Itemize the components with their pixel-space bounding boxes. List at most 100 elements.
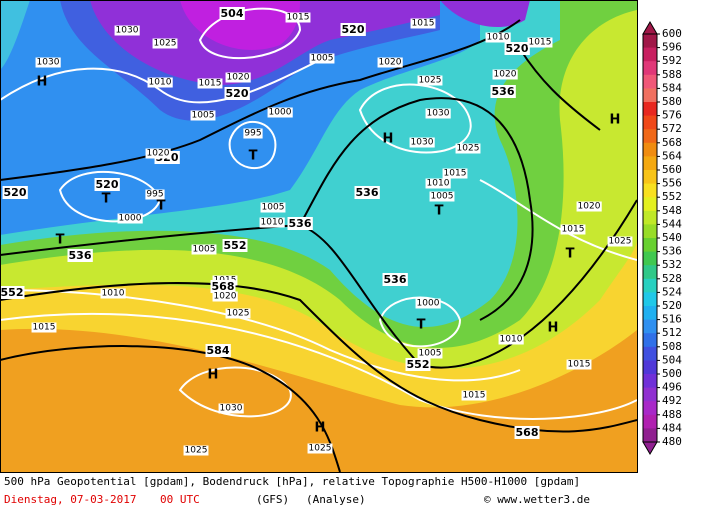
label-backing [490, 85, 516, 98]
pressure-centre: T [157, 199, 166, 214]
pressure-centre: T [249, 149, 258, 164]
height-label: 536 [69, 249, 92, 262]
label-backing [114, 25, 140, 36]
colorbar-tick-label: 492 [662, 394, 682, 407]
label-backing [225, 308, 251, 319]
height-label: 536 [289, 217, 312, 230]
colorbar-tick-label: 520 [662, 299, 682, 312]
isobar-label: 1015 [412, 19, 435, 29]
label-backing [212, 291, 238, 302]
label-backing [405, 358, 431, 371]
label-backing [425, 108, 451, 119]
isobar-label: 1015 [199, 79, 222, 89]
label-backing [190, 110, 216, 121]
label-backing [222, 239, 248, 252]
colorbar-segment [643, 47, 657, 62]
isobar-label: 1025 [227, 309, 250, 319]
isobar-label: 1025 [309, 444, 332, 454]
isobar-label: 995 [146, 190, 163, 200]
footer-credit: © www.wetter3.de [484, 493, 590, 506]
label-backing [67, 249, 93, 262]
isobar-label: 1015 [568, 360, 591, 370]
height-label: 520 [4, 186, 27, 199]
label-backing [382, 273, 408, 286]
colorbar-segment [643, 401, 657, 416]
height-label: 536 [384, 273, 407, 286]
label-backing [224, 87, 250, 100]
label-backing [485, 32, 511, 43]
colorbar-segment [643, 319, 657, 334]
isobar-label: 1010 [261, 218, 284, 228]
colorbar-segment [643, 197, 657, 212]
label-backing [607, 236, 633, 247]
label-backing [197, 78, 223, 89]
pressure-centre: T [102, 192, 111, 207]
footer-model: (GFS) [256, 493, 289, 506]
isobar-label: 1005 [193, 245, 216, 255]
colorbar-segment [643, 265, 657, 280]
label-backing [455, 143, 481, 154]
isobar-label: 1015 [562, 225, 585, 235]
label-backing [117, 213, 143, 224]
colorbar-segment [643, 88, 657, 103]
isobar-label: 1015 [463, 391, 486, 401]
isobar-label: 1000 [269, 108, 292, 118]
height-label: 552 [407, 358, 430, 371]
label-backing [576, 201, 602, 212]
height-label: 552 [224, 239, 247, 252]
isobar-label: 1020 [578, 202, 601, 212]
colorbar-tick-label: 580 [662, 95, 682, 108]
label-backing [377, 57, 403, 68]
colorbar-tick-label: 528 [662, 272, 682, 285]
footer-date: Dienstag, 07-03-2017 [4, 493, 136, 506]
isobar-label: 1010 [487, 33, 510, 43]
pressure-centre: H [383, 132, 394, 147]
label-backing [527, 37, 553, 48]
band-cyan-corner [0, 0, 30, 70]
colorbar-segment [643, 61, 657, 76]
isobar-label: 1010 [427, 179, 450, 189]
colorbar-tick-label: 552 [662, 190, 682, 203]
colorbar-segment [643, 170, 657, 185]
colorbar-segment [643, 414, 657, 429]
label-backing [210, 280, 236, 293]
isobar-label: 1025 [457, 144, 480, 154]
label-backing [259, 217, 285, 228]
label-backing [498, 334, 524, 345]
colorbar-tick-label: 504 [662, 353, 682, 366]
label-backing [354, 186, 380, 199]
colorbar-tick-label: 596 [662, 41, 682, 54]
isobar-label: 1005 [419, 349, 442, 359]
colorbar-tick-label: 576 [662, 109, 682, 122]
colorbar-segment [643, 115, 657, 130]
colorbar-segment [643, 374, 657, 389]
label-backing [94, 178, 120, 191]
colorbar-tick-label: 496 [662, 381, 682, 394]
label-backing [340, 23, 366, 36]
label-backing [145, 189, 165, 200]
isobar-label: 1020 [214, 292, 237, 302]
colorbar-segment [643, 238, 657, 253]
colorbar-segment [643, 360, 657, 375]
label-backing [461, 390, 487, 401]
band-magenta [180, 0, 300, 50]
label-backing [285, 12, 311, 23]
height-label: 520 [96, 178, 119, 191]
pressure-centre: H [37, 75, 48, 90]
height-label: 504 [221, 7, 244, 20]
colorbar-segment [643, 306, 657, 321]
height-label: 552 [1, 286, 24, 299]
label-backing [2, 186, 28, 199]
height-label: 520 [226, 87, 249, 100]
colorbar-tick-label: 500 [662, 367, 682, 380]
colorbar-segment [643, 428, 657, 443]
label-backing [191, 244, 217, 255]
pressure-centre: T [566, 247, 575, 262]
isobar-label: 1025 [419, 76, 442, 86]
footer-run: (Analyse) [306, 493, 366, 506]
isobar-label: 1025 [154, 39, 177, 49]
label-backing [145, 148, 171, 159]
colorbar-segment [643, 346, 657, 361]
